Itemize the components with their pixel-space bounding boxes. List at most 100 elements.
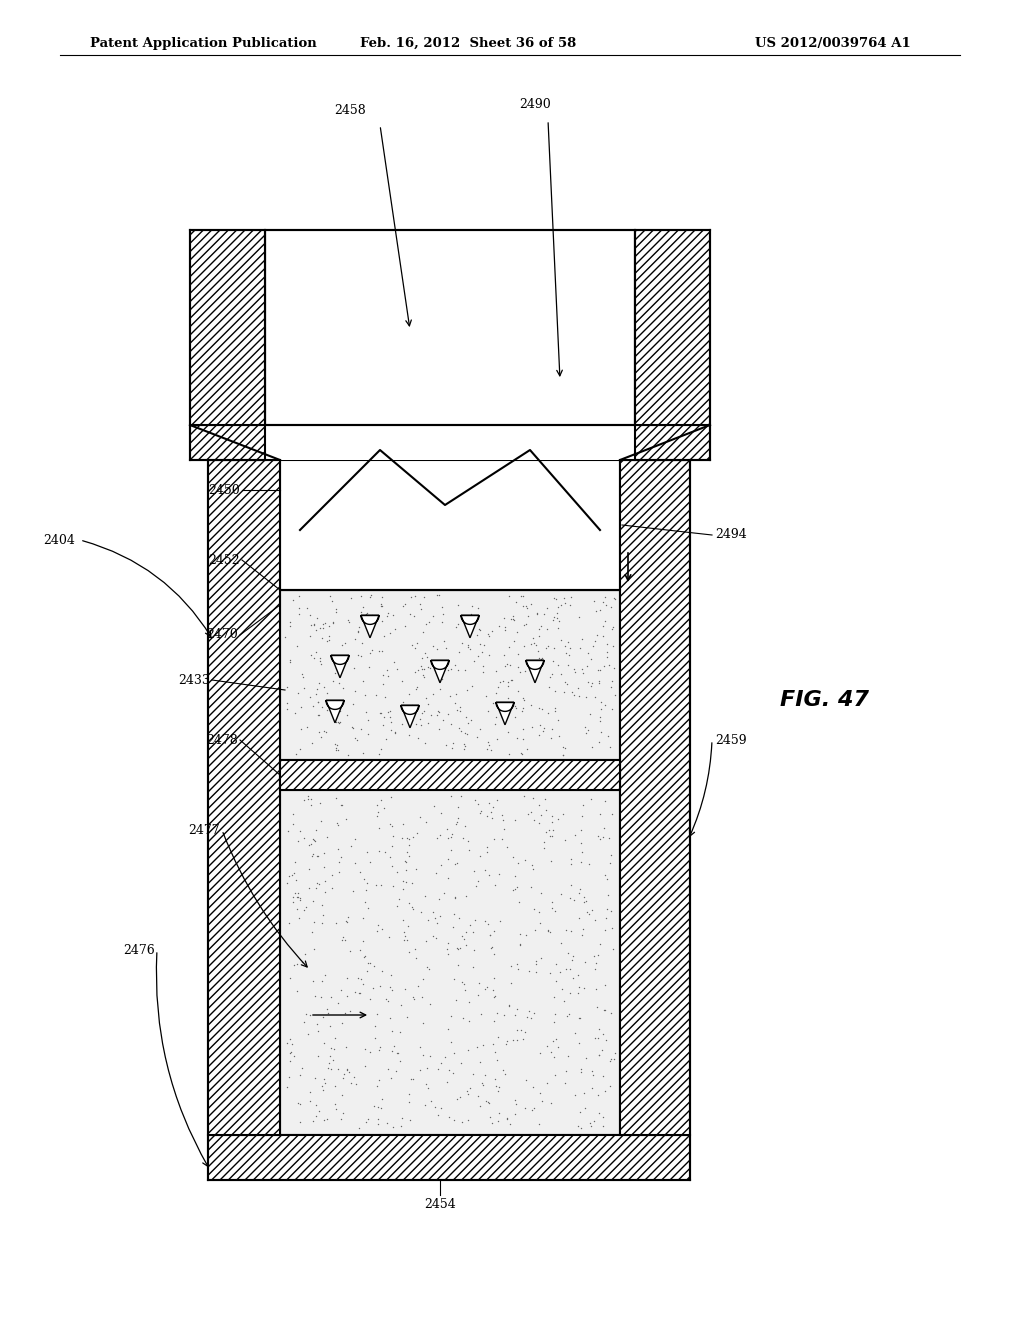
Point xyxy=(539,1073,555,1094)
Point xyxy=(392,994,409,1015)
Point xyxy=(478,1090,495,1111)
Point xyxy=(540,619,556,640)
Point xyxy=(319,1109,336,1130)
Point xyxy=(388,861,404,882)
Point xyxy=(561,1003,578,1024)
Point xyxy=(544,810,560,832)
Point xyxy=(541,820,557,841)
Point xyxy=(433,1052,450,1073)
Point xyxy=(430,1104,446,1125)
Point xyxy=(536,717,552,738)
Point xyxy=(581,904,597,925)
Point xyxy=(324,876,340,898)
Point xyxy=(376,673,392,694)
Point xyxy=(293,697,309,718)
Point xyxy=(548,589,564,610)
Point xyxy=(494,706,510,727)
Point xyxy=(297,942,313,964)
Point xyxy=(602,1049,618,1071)
Point xyxy=(509,1020,525,1041)
Point xyxy=(340,744,356,766)
Point xyxy=(394,690,411,711)
Point xyxy=(436,1045,453,1067)
Point xyxy=(544,898,560,919)
Point xyxy=(566,825,583,846)
Point xyxy=(550,709,566,730)
Point xyxy=(570,677,587,698)
Point xyxy=(434,597,451,618)
Point xyxy=(325,611,341,632)
Point xyxy=(327,1093,343,1114)
Point xyxy=(323,1059,339,1080)
Point xyxy=(470,645,486,667)
Point xyxy=(367,1015,383,1036)
Point xyxy=(595,626,611,647)
Point xyxy=(427,927,443,948)
Point xyxy=(558,958,574,979)
Point xyxy=(532,805,549,826)
Point xyxy=(410,660,426,681)
Point xyxy=(302,686,318,708)
Point xyxy=(370,795,386,816)
Point xyxy=(460,635,476,656)
Point xyxy=(498,619,514,640)
Point xyxy=(583,1115,599,1137)
Point xyxy=(321,626,337,647)
Point xyxy=(450,939,466,960)
Point xyxy=(300,788,316,809)
Point xyxy=(418,1073,434,1094)
Point xyxy=(374,738,390,759)
Point xyxy=(387,722,403,743)
Point xyxy=(596,586,612,607)
Point xyxy=(472,1052,488,1073)
Point xyxy=(428,862,444,883)
Point xyxy=(603,917,620,939)
Point xyxy=(563,586,580,607)
Point xyxy=(597,1080,613,1101)
Point xyxy=(359,723,376,744)
Point xyxy=(282,1051,298,1072)
Point xyxy=(328,711,344,733)
Point xyxy=(293,718,309,739)
Point xyxy=(469,598,485,619)
Point xyxy=(412,709,428,730)
Point xyxy=(410,727,426,748)
Point xyxy=(446,853,463,874)
Point xyxy=(289,636,305,657)
Point xyxy=(329,788,345,809)
Point xyxy=(528,953,545,974)
Point xyxy=(366,1096,382,1117)
Point xyxy=(392,1022,409,1043)
Point xyxy=(330,838,346,859)
Point xyxy=(507,879,523,900)
Bar xyxy=(620,459,690,1135)
Point xyxy=(517,924,534,945)
Point xyxy=(588,601,604,622)
Point xyxy=(333,795,349,816)
Point xyxy=(561,644,578,665)
Point xyxy=(374,1089,390,1110)
Point xyxy=(323,645,339,667)
Point xyxy=(485,968,502,989)
Point xyxy=(343,587,359,609)
Point xyxy=(326,1039,342,1060)
Point xyxy=(553,979,569,1001)
Point xyxy=(602,900,618,921)
Point xyxy=(510,643,526,664)
Point xyxy=(544,718,560,739)
Point xyxy=(505,1030,521,1051)
Point xyxy=(408,678,424,700)
Point xyxy=(591,731,607,752)
Point xyxy=(284,865,300,886)
Point xyxy=(302,1081,318,1102)
Point xyxy=(387,618,403,639)
Point xyxy=(384,816,400,837)
Point xyxy=(330,1059,346,1080)
Point xyxy=(306,615,323,636)
Point xyxy=(442,685,459,706)
Point xyxy=(510,681,526,702)
Point xyxy=(597,908,613,929)
Point xyxy=(602,1051,618,1072)
Point xyxy=(346,829,362,850)
Point xyxy=(355,931,372,952)
